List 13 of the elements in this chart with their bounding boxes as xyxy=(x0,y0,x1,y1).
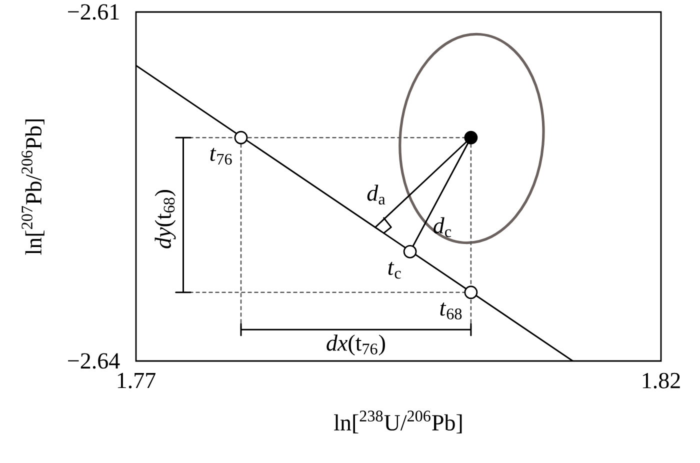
x-axis-title: ln[$^{238}$U/$^{206}$Pb] xyxy=(334,410,462,434)
series-label: dx(t$_{76}$) xyxy=(326,334,385,356)
annotation: d$_{a}$ xyxy=(367,184,386,205)
x-tick-label: 1.77 xyxy=(118,372,156,388)
annotation: t$_{68}$ xyxy=(440,302,462,320)
y-tick-label: −2.61 xyxy=(68,4,119,20)
y-tick-label: −2.64 xyxy=(68,353,120,369)
y-axis-title: ln[$^{207}$Pb/$^{206}$Pb] xyxy=(22,119,44,255)
annotation: t$_{c}$ xyxy=(388,262,401,279)
annotation: d$_{c}$ xyxy=(434,217,452,238)
x-tick-label: 1.82 xyxy=(642,372,680,388)
text: dy(t$_{68}$) xyxy=(154,190,176,248)
annotation: t$_{76}$ xyxy=(210,148,232,165)
